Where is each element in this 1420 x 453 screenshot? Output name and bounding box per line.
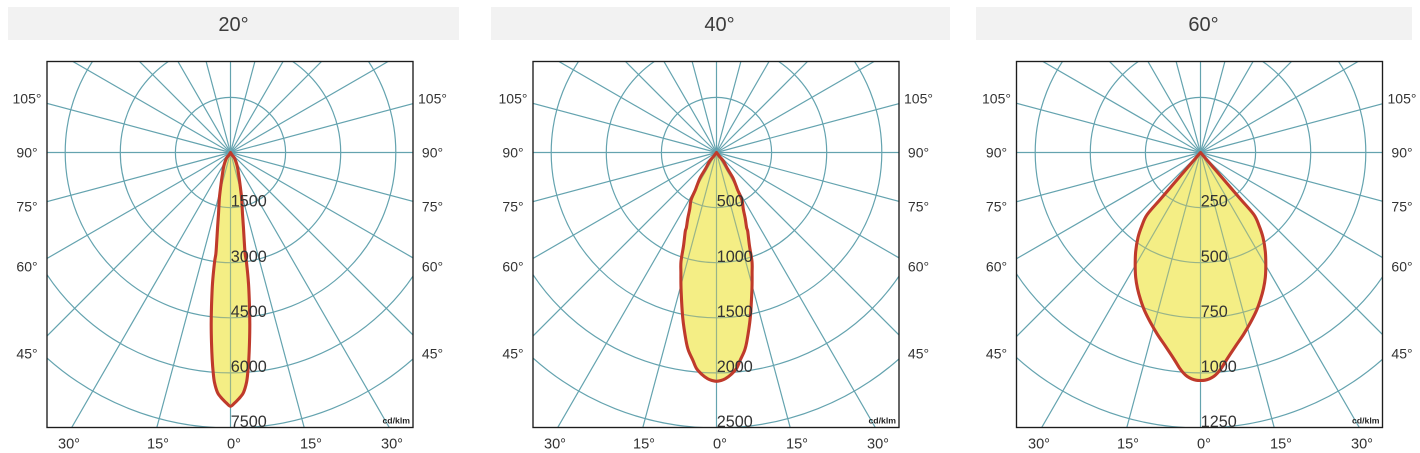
- svg-text:500: 500: [1201, 248, 1228, 266]
- svg-text:1500: 1500: [231, 193, 267, 211]
- svg-text:6000: 6000: [231, 358, 267, 376]
- svg-text:75°: 75°: [502, 199, 523, 215]
- svg-text:90°: 90°: [422, 145, 443, 161]
- svg-text:60°: 60°: [1188, 14, 1218, 36]
- svg-text:90°: 90°: [986, 145, 1007, 161]
- svg-text:7500: 7500: [231, 413, 267, 431]
- svg-text:90°: 90°: [502, 145, 523, 161]
- svg-text:75°: 75°: [986, 199, 1007, 215]
- svg-text:15°: 15°: [786, 437, 808, 453]
- svg-text:105°: 105°: [13, 91, 42, 107]
- svg-text:0°: 0°: [227, 437, 241, 453]
- svg-text:15°: 15°: [1270, 437, 1292, 453]
- svg-text:cd/klm: cd/klm: [1352, 416, 1380, 426]
- svg-text:45°: 45°: [16, 346, 37, 362]
- svg-text:30°: 30°: [1351, 437, 1373, 453]
- svg-text:90°: 90°: [1391, 145, 1412, 161]
- svg-text:45°: 45°: [1391, 346, 1412, 362]
- svg-text:4500: 4500: [231, 303, 267, 321]
- svg-text:2000: 2000: [717, 358, 753, 376]
- svg-text:250: 250: [1201, 193, 1228, 211]
- svg-text:2500: 2500: [717, 413, 753, 431]
- svg-text:60°: 60°: [1391, 259, 1412, 275]
- svg-text:90°: 90°: [908, 145, 929, 161]
- svg-text:60°: 60°: [16, 259, 37, 275]
- svg-text:0°: 0°: [713, 437, 727, 453]
- svg-text:750: 750: [1201, 303, 1228, 321]
- svg-text:15°: 15°: [147, 437, 169, 453]
- svg-text:15°: 15°: [300, 437, 322, 453]
- svg-text:15°: 15°: [1117, 437, 1139, 453]
- svg-text:60°: 60°: [908, 259, 929, 275]
- svg-text:90°: 90°: [16, 145, 37, 161]
- svg-text:500: 500: [717, 193, 744, 211]
- svg-text:45°: 45°: [502, 346, 523, 362]
- svg-text:30°: 30°: [1028, 437, 1050, 453]
- svg-text:1000: 1000: [717, 248, 753, 266]
- svg-text:30°: 30°: [867, 437, 889, 453]
- svg-text:60°: 60°: [422, 259, 443, 275]
- svg-text:15°: 15°: [633, 437, 655, 453]
- svg-text:105°: 105°: [499, 91, 528, 107]
- svg-text:1500: 1500: [717, 303, 753, 321]
- svg-text:cd/klm: cd/klm: [382, 416, 410, 426]
- svg-text:30°: 30°: [58, 437, 80, 453]
- svg-text:1250: 1250: [1201, 413, 1237, 431]
- svg-text:105°: 105°: [418, 91, 447, 107]
- svg-text:40°: 40°: [704, 14, 734, 36]
- svg-text:30°: 30°: [381, 437, 403, 453]
- svg-text:30°: 30°: [544, 437, 566, 453]
- svg-text:0°: 0°: [1197, 437, 1211, 453]
- svg-text:105°: 105°: [982, 91, 1011, 107]
- svg-text:105°: 105°: [1388, 91, 1417, 107]
- svg-text:1000: 1000: [1201, 358, 1237, 376]
- svg-text:45°: 45°: [986, 346, 1007, 362]
- svg-text:3000: 3000: [231, 248, 267, 266]
- svg-text:75°: 75°: [16, 199, 37, 215]
- svg-text:75°: 75°: [908, 199, 929, 215]
- svg-text:45°: 45°: [908, 346, 929, 362]
- svg-text:20°: 20°: [218, 14, 248, 36]
- svg-text:105°: 105°: [904, 91, 933, 107]
- svg-text:75°: 75°: [422, 199, 443, 215]
- svg-text:60°: 60°: [986, 259, 1007, 275]
- svg-text:cd/klm: cd/klm: [868, 416, 896, 426]
- svg-text:75°: 75°: [1391, 199, 1412, 215]
- svg-text:45°: 45°: [422, 346, 443, 362]
- svg-text:60°: 60°: [502, 259, 523, 275]
